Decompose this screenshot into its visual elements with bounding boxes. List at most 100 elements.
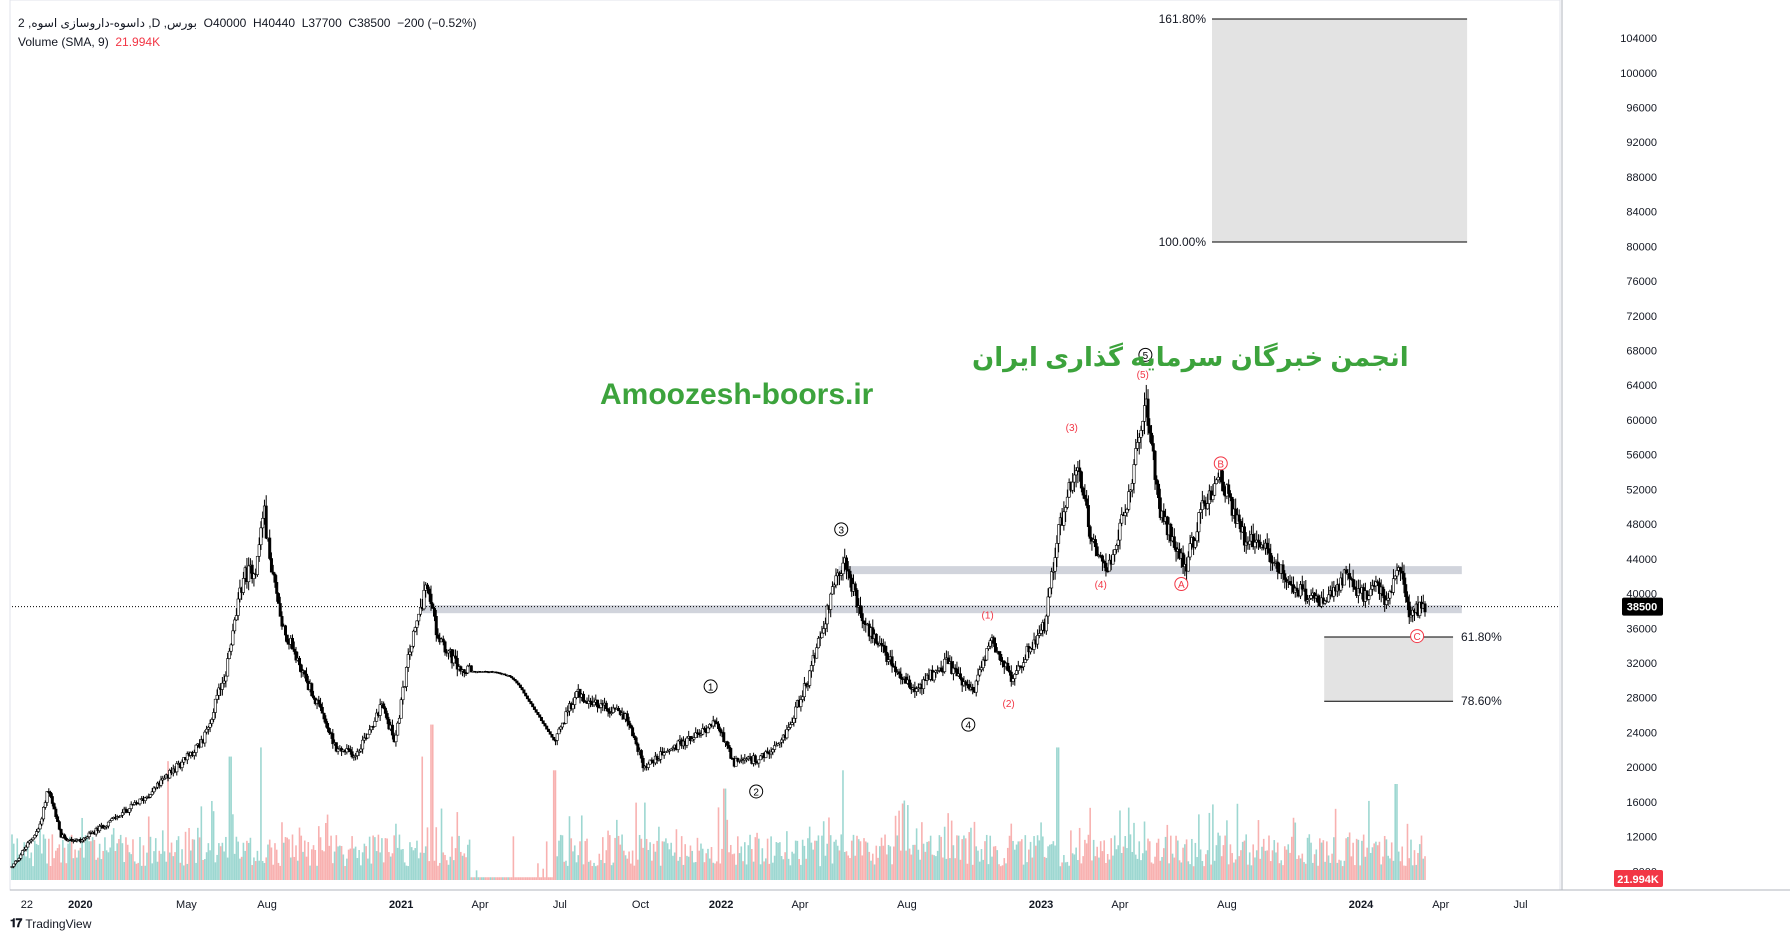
candle-body (52, 803, 56, 810)
volume-bar (458, 835, 460, 880)
volume-bar (209, 850, 211, 880)
volume-bar (929, 835, 932, 880)
volume-bar (966, 863, 969, 880)
candle-body (1050, 571, 1054, 589)
volume-bar (454, 848, 457, 880)
candle-body (1015, 670, 1019, 675)
volume-bar (1297, 855, 1300, 880)
volume-bar (724, 788, 727, 880)
candle-body (757, 759, 761, 764)
candle-body (42, 806, 46, 820)
volume-bar (517, 877, 520, 880)
volume-bar (512, 836, 515, 880)
candle-body (1386, 597, 1390, 601)
price-tick: 76000 (1626, 276, 1657, 288)
price-tick: 96000 (1626, 102, 1657, 114)
price-tick: 16000 (1626, 797, 1657, 809)
volume-bar (924, 851, 927, 880)
volume-bar (989, 835, 992, 880)
volume-bar (207, 843, 210, 880)
candle-body (192, 752, 196, 756)
candle-body (871, 627, 875, 639)
candle-body (848, 570, 852, 579)
volume-bar (1317, 865, 1319, 880)
volume-bar (1276, 842, 1279, 880)
volume-bar (1192, 866, 1195, 880)
candle-body (1120, 514, 1124, 524)
price-tick: 48000 (1626, 519, 1657, 531)
candle-body (503, 673, 507, 676)
candle-body (108, 820, 112, 823)
candle-body (387, 718, 391, 730)
volume-bar (738, 853, 741, 880)
volume-bar (903, 800, 906, 880)
candle-body (80, 839, 84, 842)
volume-bar (1019, 841, 1021, 880)
candle-body (766, 751, 770, 754)
volume-bar (1354, 865, 1356, 880)
volume-bar (516, 877, 518, 880)
candle-body (667, 749, 671, 752)
volume-bar (1410, 839, 1412, 880)
volume-bar (1411, 865, 1414, 880)
volume-bar (1177, 840, 1179, 880)
volume-bar (623, 850, 625, 880)
volume-bar (928, 841, 930, 880)
candle-body (874, 633, 878, 644)
candle-body (441, 638, 445, 643)
candle-body (368, 729, 372, 735)
correction-label-C: C (1414, 632, 1421, 643)
candle-body (396, 722, 400, 736)
volume-bar (791, 851, 793, 880)
candle-body (303, 670, 307, 675)
volume-bar (1157, 838, 1160, 880)
candle-body (138, 798, 142, 805)
candle-body (976, 674, 980, 682)
volume-bar (954, 858, 956, 880)
candle-body (822, 628, 826, 634)
price-tick: 64000 (1626, 380, 1657, 392)
candle-body (1342, 569, 1346, 586)
volume-bar (947, 813, 949, 880)
volume-bar (132, 839, 134, 880)
tradingview-brand[interactable]: 𝟏𝟕 TradingView (10, 916, 91, 931)
candle-body (887, 659, 891, 662)
candle-body (1032, 639, 1036, 650)
volume-bar (898, 810, 900, 880)
volume-bar (407, 866, 410, 880)
volume-bar (1189, 864, 1191, 880)
volume-bar (1017, 841, 1020, 880)
volume-bar (1417, 852, 1419, 880)
candle-body (275, 582, 279, 594)
volume-bar (319, 837, 322, 880)
volume-bar (1240, 850, 1242, 880)
candle-body (264, 505, 268, 539)
candle-body (790, 722, 794, 725)
volume-bar (1283, 846, 1286, 880)
volume-bar (1404, 865, 1407, 880)
volume-bar (465, 857, 467, 880)
volume-bar (424, 846, 427, 880)
volume-bar (1099, 841, 1102, 880)
candle-body (690, 738, 694, 742)
volume-bar (864, 841, 867, 880)
volume-bar (156, 861, 159, 880)
volume-bar (994, 846, 997, 880)
volume-bar (552, 770, 555, 880)
grid (9, 0, 1790, 891)
volume-bar (819, 866, 821, 880)
volume-bar (1275, 852, 1277, 880)
candle-body (625, 713, 629, 722)
volume-bar (314, 849, 317, 880)
candle-body (361, 739, 365, 750)
volume-bar (505, 877, 508, 880)
volume-bar (335, 835, 338, 880)
volume-bar (246, 840, 248, 880)
volume-bar (882, 845, 885, 880)
volume-bar (475, 870, 478, 880)
volume-bar (39, 824, 41, 880)
candle-body (418, 606, 422, 615)
candle-body (688, 736, 692, 742)
